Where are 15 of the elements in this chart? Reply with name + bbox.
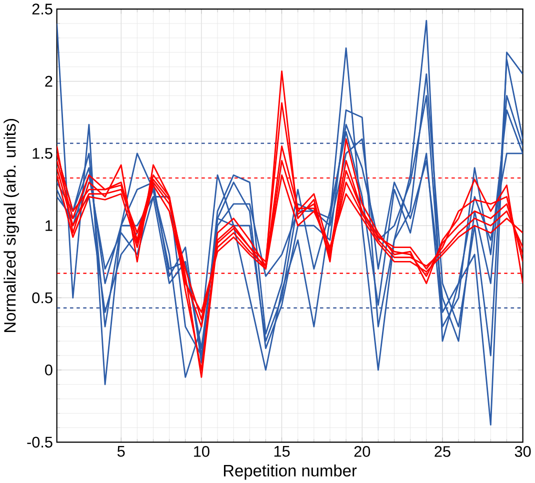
x-tick-label: 10 xyxy=(194,446,210,457)
x-tick-label: 20 xyxy=(354,446,370,457)
y-tick-label: 2 xyxy=(45,76,52,86)
x-tick-label: 15 xyxy=(274,446,290,457)
y-tick-label: 0 xyxy=(45,364,52,376)
y-tick-label: 0.5 xyxy=(32,292,52,304)
y-axis-title: Normalized signal (arb. units) xyxy=(4,118,19,332)
y-tick-label: 1 xyxy=(46,220,52,231)
y-tick-label: 2.5 xyxy=(32,3,52,14)
y-tick-label: -0.5 xyxy=(27,436,52,448)
y-tick-label: 1.5 xyxy=(32,148,52,159)
x-tick-label: 5 xyxy=(117,446,125,457)
x-tick-label: 25 xyxy=(434,446,450,457)
x-axis-title: Repetition number xyxy=(224,464,357,480)
x-tick-label: 30 xyxy=(514,446,531,457)
